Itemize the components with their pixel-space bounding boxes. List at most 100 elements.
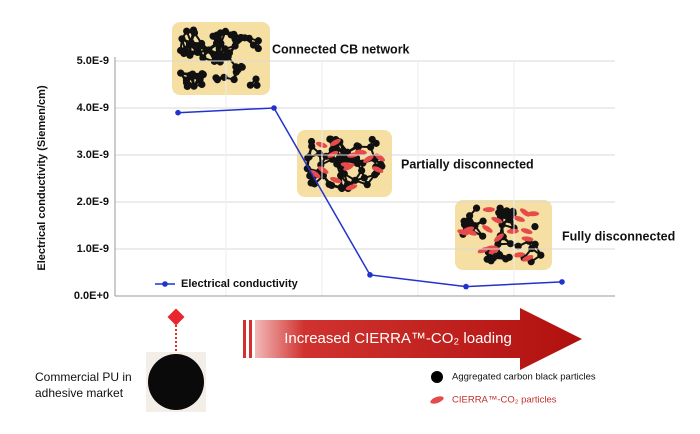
cierra-particle xyxy=(363,155,374,163)
cierra-particle xyxy=(310,170,321,179)
cb-particle xyxy=(195,73,203,81)
cierra-particle xyxy=(329,138,341,147)
cb-particle xyxy=(199,54,207,62)
cb-particle xyxy=(472,204,481,212)
cb-particle xyxy=(368,135,376,144)
legend-label: Electrical conductivity xyxy=(181,278,299,290)
cb-particle xyxy=(216,29,225,37)
cb-particle xyxy=(340,170,348,178)
arrow-label: Increased CIERRA™-CO₂ loading xyxy=(284,330,512,347)
reference-label: Commercial PU in xyxy=(35,370,132,384)
cb-particle xyxy=(353,159,361,168)
cierra-particle xyxy=(345,184,358,191)
cb-particle xyxy=(190,82,198,90)
cb-particle xyxy=(227,31,235,39)
cb-particle xyxy=(249,41,258,49)
particle-icon xyxy=(430,396,444,404)
cb-particle xyxy=(189,26,198,34)
y-tick-label: 1.0E-9 xyxy=(77,243,109,255)
cierra-particle xyxy=(317,166,329,174)
cb-particle xyxy=(183,27,191,35)
cb-particle xyxy=(254,37,262,45)
cb-particle xyxy=(202,46,211,54)
cb-particle xyxy=(466,212,474,220)
cb-particle xyxy=(537,251,545,259)
data-point xyxy=(559,279,565,285)
cierra-particle xyxy=(482,207,495,213)
cierra-particle xyxy=(327,150,339,158)
cb-particle xyxy=(213,76,222,84)
cb-particle xyxy=(531,223,539,231)
loading-arrow xyxy=(243,308,582,370)
y-axis-label: Electrical conductivity (Siemen/cm) xyxy=(36,85,48,271)
cb-particle xyxy=(495,251,504,259)
annotation: Partially disconnected xyxy=(401,157,534,171)
y-tick-label: 3.0E-9 xyxy=(77,149,109,161)
cb-particle xyxy=(194,48,202,57)
reference-sample xyxy=(146,308,206,412)
cb-particle xyxy=(230,75,238,84)
cb-particle xyxy=(483,255,491,263)
cierra-particle xyxy=(521,236,534,242)
cb-particle xyxy=(178,35,186,43)
cb-particle xyxy=(177,69,185,77)
cierra-particle xyxy=(457,229,469,236)
y-tick-label: 4.0E-9 xyxy=(77,102,109,114)
cb-particle xyxy=(234,66,242,74)
cb-particle xyxy=(183,82,191,91)
cb-particle xyxy=(181,46,189,54)
legend-marker xyxy=(162,281,168,287)
cierra-particle xyxy=(527,211,540,217)
cb-particle xyxy=(366,143,375,151)
reference-label: adhesive market xyxy=(35,386,124,400)
cb-particle xyxy=(187,39,195,47)
cb-particle xyxy=(502,255,510,263)
cierra-particle xyxy=(512,252,525,258)
annotation: Connected CB network xyxy=(272,42,410,56)
cb-particle xyxy=(224,53,232,61)
cierra-particle xyxy=(482,225,493,233)
y-tick-label: 5.0E-9 xyxy=(77,55,109,67)
cb-particle xyxy=(246,81,254,89)
cb-particle xyxy=(531,240,539,248)
cierra-particle xyxy=(520,208,531,217)
cb-particle xyxy=(195,43,203,51)
cierra-particle xyxy=(520,228,533,235)
cb-particle xyxy=(479,232,487,240)
cb-particle xyxy=(231,42,239,50)
cb-particle xyxy=(371,171,379,179)
cb-particle xyxy=(209,32,217,40)
y-tick-label: 0.0E+0 xyxy=(74,290,109,302)
data-point xyxy=(271,105,277,111)
cb-particle xyxy=(214,39,223,48)
cierra-particle xyxy=(513,215,525,222)
y-tick-label: 2.0E-9 xyxy=(77,196,109,208)
particle-icon xyxy=(431,371,443,383)
cb-particle xyxy=(220,73,228,81)
cb-particle xyxy=(363,181,371,189)
annotation: Fully disconnected xyxy=(562,229,675,243)
cb-particle xyxy=(479,217,487,225)
data-point xyxy=(463,283,469,290)
cierra-particle xyxy=(506,228,519,234)
cb-particle xyxy=(252,75,260,83)
cb-particle xyxy=(198,80,206,89)
cb-particle xyxy=(360,174,368,182)
cb-particle xyxy=(186,71,194,79)
cb-particle xyxy=(351,176,359,184)
cb-particle xyxy=(494,240,502,248)
data-point xyxy=(175,109,181,116)
cb-particle xyxy=(507,212,515,220)
cb-particle xyxy=(215,50,223,58)
cb-particle xyxy=(325,180,333,188)
particle-legend: CIERRA™-CO₂ particles xyxy=(452,395,557,406)
cierra-particle xyxy=(372,166,384,173)
cierra-particle xyxy=(522,255,534,262)
cb-particle xyxy=(304,154,312,162)
cierra-particle xyxy=(340,162,353,168)
cb-particle xyxy=(514,242,522,250)
cb-particle xyxy=(358,166,366,175)
particle-legend: Aggregated carbon black particles xyxy=(452,372,596,383)
cb-particle xyxy=(506,240,515,248)
